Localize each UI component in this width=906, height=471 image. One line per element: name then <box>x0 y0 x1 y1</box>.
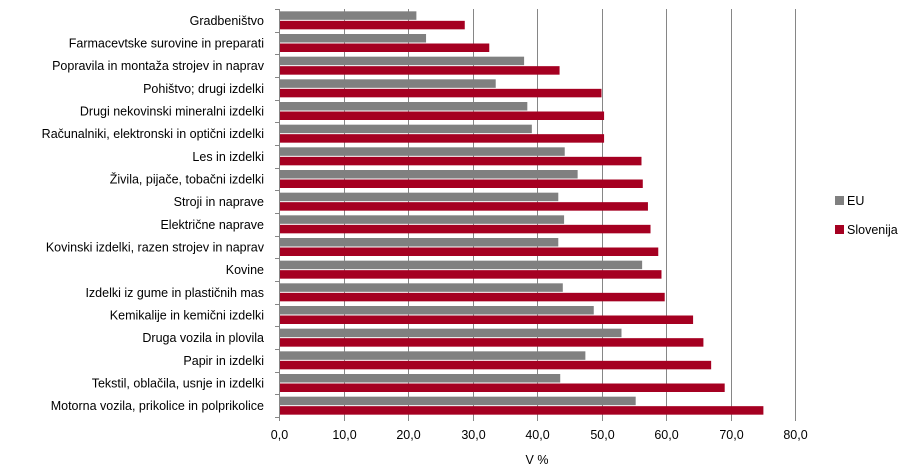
legend-swatch <box>835 225 844 234</box>
bar-slovenija <box>279 292 665 302</box>
category-label: Stroji in naprave <box>174 195 264 209</box>
bar-eu <box>279 170 578 179</box>
bar-eu <box>279 374 561 383</box>
category-labels: Gradbeništvo Farmacevtske surovine in pre… <box>42 14 265 413</box>
x-tick-label: 70,0 <box>719 428 743 442</box>
category-label: Papir in izdelki <box>183 354 264 368</box>
legend-label: EU <box>847 194 864 208</box>
bar-slovenija <box>279 88 602 98</box>
bar-eu <box>279 260 643 270</box>
bar-slovenija <box>279 156 642 166</box>
bar-slovenija <box>279 270 662 279</box>
bar-slovenija <box>279 360 712 370</box>
x-tick-label: 20,0 <box>396 428 420 442</box>
x-tick-label: 50,0 <box>590 428 614 442</box>
x-tick-label: 30,0 <box>461 428 485 442</box>
bar-eu <box>279 396 636 406</box>
x-tick-label: 80,0 <box>783 428 807 442</box>
bar-slovenija <box>279 134 605 143</box>
bar-slovenija <box>279 338 704 347</box>
category-label: Gradbeništvo <box>190 14 264 28</box>
bar-slovenija <box>279 202 648 211</box>
category-label: Motorna vozila, prikolice in polprikolic… <box>51 399 264 413</box>
bars <box>279 11 764 415</box>
legend: EU Slovenija <box>835 194 898 237</box>
bar-eu <box>279 238 559 247</box>
x-tick-label: 40,0 <box>525 428 549 442</box>
category-label: Kemikalije in kemični izdelki <box>110 309 264 323</box>
category-label: Tekstil, oblačila, usnje in izdelki <box>92 377 264 391</box>
category-label: Les in izdelki <box>192 150 264 164</box>
bar-eu <box>279 283 563 292</box>
bar-eu <box>279 79 496 88</box>
bar-eu <box>279 351 586 360</box>
category-label: Kovinski izdelki, razen strojev in napra… <box>46 241 265 255</box>
bar-slovenija <box>279 224 651 234</box>
legend-swatch <box>835 196 844 205</box>
x-axis-title: V % <box>526 453 549 467</box>
bar-slovenija <box>279 406 764 415</box>
bar-slovenija <box>279 179 643 188</box>
category-label: Drugi nekovinski mineralni izdelki <box>80 105 264 119</box>
bar-eu <box>279 102 528 111</box>
bar-eu <box>279 147 565 156</box>
gridlines <box>275 9 796 421</box>
category-label: Farmacevtske surovine in preparati <box>69 37 264 51</box>
x-tick-labels: 0,0 10,0 20,0 30,0 40,0 50,0 60,0 70,0 80,0 <box>271 428 808 442</box>
bar-slovenija <box>279 20 465 30</box>
legend-label: Slovenija <box>847 223 898 237</box>
x-tick-label: 10,0 <box>332 428 356 442</box>
category-label: Živila, pijače, tobačni izdelki <box>110 172 264 187</box>
bar-eu <box>279 124 532 134</box>
x-tick-label: 60,0 <box>654 428 678 442</box>
bar-eu <box>279 34 427 43</box>
bar-slovenija <box>279 383 725 392</box>
bar-slovenija <box>279 315 694 324</box>
bar-eu <box>279 11 417 20</box>
bar-eu <box>279 306 594 315</box>
category-label: Druga vozila in plovila <box>142 331 264 345</box>
bar-slovenija <box>279 43 490 52</box>
bar-slovenija <box>279 66 560 75</box>
category-label: Pohištvo; drugi izdelki <box>143 82 264 96</box>
bar-eu <box>279 328 622 338</box>
category-label: Izdelki iz gume in plastičnih mas <box>85 286 264 300</box>
category-label: Kovine <box>226 263 264 277</box>
bar-slovenija <box>279 247 659 256</box>
x-tick-label: 0,0 <box>271 428 288 442</box>
category-label: Računalniki, elektronski in optični izde… <box>42 127 264 141</box>
category-label: Električne naprave <box>160 218 264 232</box>
bar-eu <box>279 192 559 202</box>
bar-slovenija <box>279 111 605 120</box>
category-label: Popravila in montaža strojev in naprav <box>52 59 265 73</box>
bar-eu <box>279 56 525 66</box>
bar-eu <box>279 215 565 224</box>
